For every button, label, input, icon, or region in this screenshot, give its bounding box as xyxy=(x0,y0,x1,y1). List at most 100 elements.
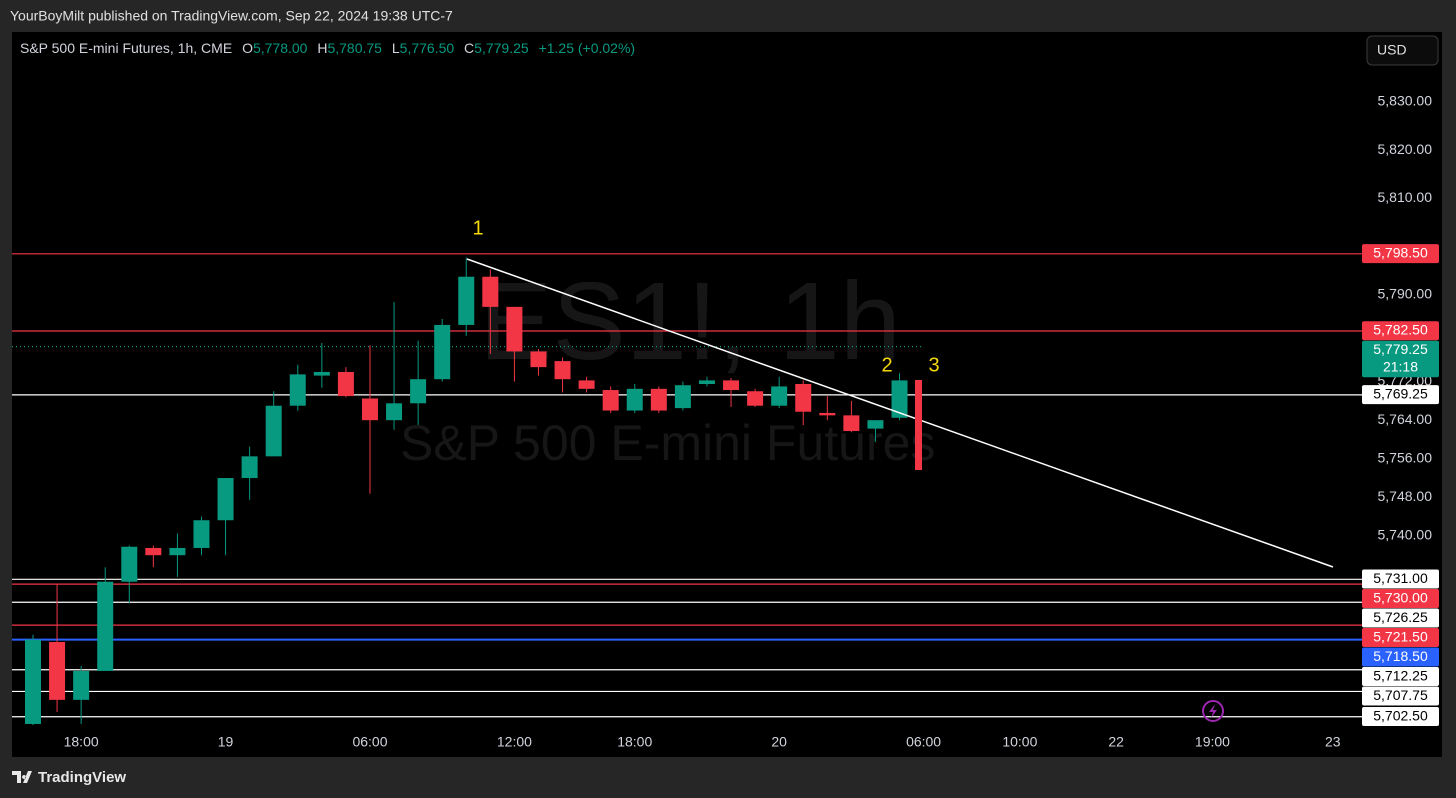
annotation: 3 xyxy=(928,354,939,376)
candle-body xyxy=(434,324,451,380)
candle-body xyxy=(337,371,354,397)
candle-body xyxy=(867,420,884,429)
level-label-box xyxy=(1362,628,1439,648)
candle-body xyxy=(530,351,547,368)
level-label: 5,712.25 xyxy=(1373,668,1428,684)
candle-body xyxy=(626,388,643,411)
brand: TradingView xyxy=(38,769,126,786)
alert-bolt xyxy=(1209,704,1217,718)
candle-body xyxy=(771,386,788,406)
candle-body xyxy=(891,380,908,418)
annotation: 1 xyxy=(472,217,483,239)
level-label: 5,702.50 xyxy=(1373,707,1428,723)
x-tick-label: 18:00 xyxy=(64,734,99,750)
open-label: O xyxy=(242,40,253,56)
candle-body xyxy=(795,384,812,412)
candle-body xyxy=(674,385,691,409)
level-label-box xyxy=(1362,647,1439,667)
x-tick-label: 12:00 xyxy=(497,734,532,750)
candle-body xyxy=(97,581,114,671)
x-tick-label: 22 xyxy=(1108,734,1124,750)
level-label-box xyxy=(1362,385,1439,405)
candle-body xyxy=(289,374,306,406)
x-tick-label: 10:00 xyxy=(1002,734,1037,750)
x-tick-label: 06:00 xyxy=(352,734,387,750)
level-label: 5,707.75 xyxy=(1373,687,1428,703)
candle-body xyxy=(506,306,523,352)
annotation: 2 xyxy=(881,354,892,376)
watermark-symbol: ES1!, 1h xyxy=(479,260,901,383)
alert-icon[interactable] xyxy=(1202,700,1224,722)
candle-body xyxy=(554,361,571,380)
y-tick-label: 5,830.00 xyxy=(1378,93,1433,109)
open-value: 5,778.00 xyxy=(252,40,308,56)
candle-body xyxy=(121,546,138,582)
candle-body xyxy=(650,388,667,411)
level-countdown: 21:18 xyxy=(1383,358,1418,374)
candle-body xyxy=(458,276,475,325)
candle-body xyxy=(313,371,330,376)
level-label: 5,782.50 xyxy=(1373,322,1428,338)
brand-logo xyxy=(12,771,32,783)
currency-button[interactable] xyxy=(1366,35,1439,66)
x-tick-label: 20 xyxy=(771,734,787,750)
highlight-bar xyxy=(915,380,922,470)
level-label: 5,718.50 xyxy=(1373,648,1428,664)
change: +1.25 (+0.02%) xyxy=(538,40,636,56)
level-label-box xyxy=(1362,667,1439,687)
candle-body xyxy=(145,547,162,556)
candle-body xyxy=(217,478,234,521)
candle-body xyxy=(723,380,740,391)
level-label: 5,721.50 xyxy=(1373,629,1428,645)
level-label: 5,730.00 xyxy=(1373,590,1428,606)
level-label-box xyxy=(1362,608,1439,628)
y-tick-label: 5,820.00 xyxy=(1378,141,1433,157)
candle-body xyxy=(193,520,210,548)
y-tick-label: 5,748.00 xyxy=(1378,488,1433,504)
candle-body xyxy=(49,641,66,700)
level-label: 5,798.50 xyxy=(1373,245,1428,261)
x-tick-label: 18:00 xyxy=(617,734,652,750)
symbol: S&P 500 E-mini Futures, 1h, CME xyxy=(20,40,233,56)
level-label-box xyxy=(1362,569,1439,589)
ohlc-legend: S&P 500 E-mini Futures, 1h, CME O5,778.0… xyxy=(20,40,635,56)
axes: 5,830.005,820.005,810.005,790.005,772.00… xyxy=(64,93,1433,750)
currency[interactable]: USD xyxy=(1377,42,1407,58)
level-label: 5,779.25 xyxy=(1373,341,1428,357)
levels xyxy=(12,253,1362,718)
x-tick-label: 06:00 xyxy=(906,734,941,750)
level-label: 5,731.00 xyxy=(1373,570,1428,586)
candle-body xyxy=(73,670,90,700)
candle-body xyxy=(361,398,378,421)
candle-body xyxy=(241,456,258,479)
candle-body xyxy=(819,412,836,416)
level-label-box xyxy=(1362,706,1439,726)
low-label: L xyxy=(391,40,400,56)
y-tick-label: 5,790.00 xyxy=(1378,286,1433,302)
level-label-box xyxy=(1362,589,1439,609)
y-tick-label: 5,764.00 xyxy=(1378,411,1433,427)
level-label-box xyxy=(1362,340,1439,378)
high-value: 5,780.75 xyxy=(327,40,382,56)
y-tick-label: 5,740.00 xyxy=(1378,527,1433,543)
x-tick-label: 23 xyxy=(1325,734,1341,750)
level-label-box xyxy=(1362,321,1439,341)
candle-body xyxy=(265,405,282,457)
close-label: C xyxy=(464,40,475,56)
candle-body xyxy=(578,380,595,389)
level-label: 5,769.25 xyxy=(1373,386,1428,402)
level-label-box xyxy=(1362,686,1439,706)
candle-body xyxy=(410,379,427,404)
candle-body xyxy=(482,276,499,307)
y-tick-label: 5,810.00 xyxy=(1378,189,1433,205)
x-tick-label: 19 xyxy=(218,734,234,750)
low-value: 5,776.50 xyxy=(399,40,455,56)
candle-body xyxy=(602,390,619,411)
byline: YourBoyMilt published on TradingView.com… xyxy=(10,8,453,24)
candle-body xyxy=(698,380,715,385)
candle-body xyxy=(843,415,860,432)
candle-body xyxy=(25,639,41,724)
